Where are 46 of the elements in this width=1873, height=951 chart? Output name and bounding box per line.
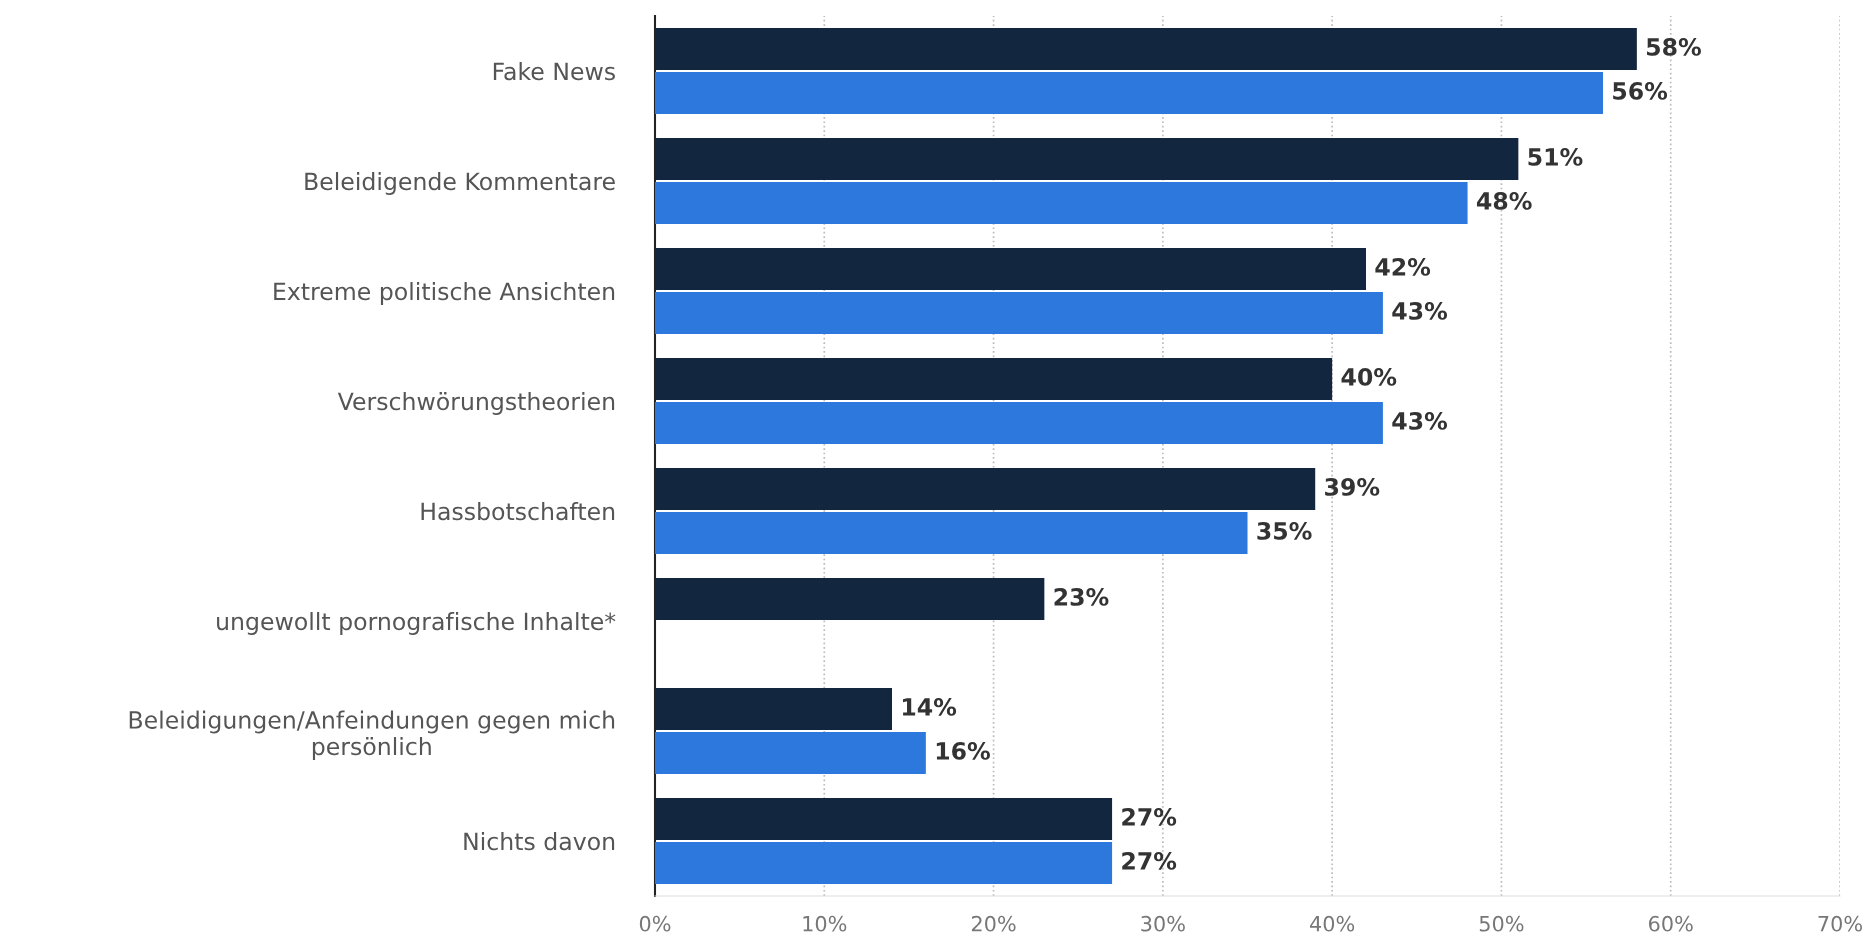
- bar: [655, 72, 1603, 114]
- y-tick-label: Extreme politische Ansichten: [274, 282, 615, 305]
- y-tick-label: Beleidigende Kommentare: [305, 172, 615, 195]
- data-label: 23%: [1054, 587, 1109, 606]
- bar: [655, 248, 1366, 290]
- x-tick-label: 0%: [639, 915, 671, 932]
- bar: [655, 292, 1383, 334]
- data-label: 51%: [1528, 147, 1583, 166]
- x-tick-label: 40%: [1310, 915, 1355, 932]
- bar: [655, 578, 1045, 620]
- data-label: 42%: [1375, 257, 1431, 276]
- y-tick-label: Beleidigungen/Anfeindungen gegen mich persönlich: [129, 710, 615, 760]
- data-label: 48%: [1476, 191, 1532, 210]
- x-tick-label: 50%: [1479, 915, 1524, 932]
- bar: [655, 28, 1637, 70]
- bar: [655, 138, 1519, 180]
- bar: [655, 842, 1113, 884]
- x-tick-label: 10%: [803, 915, 847, 932]
- data-label: 16%: [936, 741, 990, 760]
- data-label: 35%: [1257, 521, 1312, 540]
- bar: [655, 732, 926, 774]
- data-label: 27%: [1122, 851, 1177, 870]
- x-tick-label: 30%: [1141, 915, 1185, 932]
- bar: [655, 358, 1333, 400]
- bar: [655, 402, 1383, 444]
- data-label: 40%: [1341, 367, 1397, 386]
- bar: [655, 468, 1316, 510]
- data-label: 58%: [1647, 37, 1701, 56]
- data-label: 27%: [1122, 807, 1177, 826]
- data-label: 43%: [1392, 411, 1448, 430]
- data-label: 39%: [1325, 477, 1380, 496]
- y-tick-label: Nichts davon: [464, 832, 615, 851]
- bar: [655, 688, 892, 730]
- bar: [655, 512, 1248, 554]
- x-tick-label: 70%: [1818, 915, 1862, 932]
- x-tick-label: 60%: [1649, 915, 1693, 932]
- y-tick-label: Hassbotschaften: [421, 502, 615, 521]
- data-label: 56%: [1613, 81, 1668, 100]
- bar: [655, 798, 1113, 840]
- y-tick-label: Fake News: [493, 62, 615, 81]
- data-label: 14%: [903, 697, 957, 716]
- y-tick-label: Verschwörungstheorien: [337, 392, 615, 415]
- bar: [655, 182, 1468, 224]
- x-tick-label: 20%: [971, 915, 1016, 932]
- y-tick-label: ungewollt pornografische Inhalte*: [217, 612, 616, 635]
- data-label: 43%: [1392, 301, 1448, 320]
